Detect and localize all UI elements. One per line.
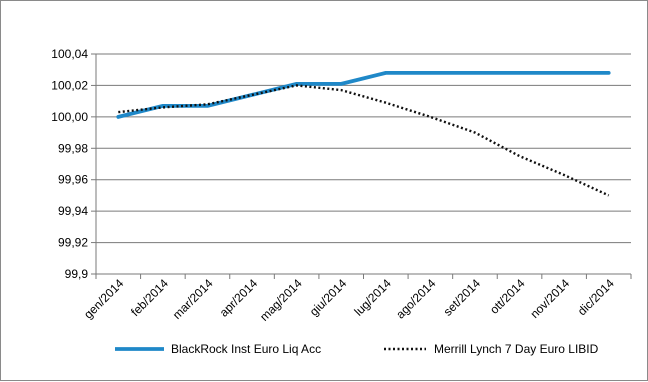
- data-point: [519, 155, 521, 157]
- x-tick-label: mar/2014: [170, 276, 216, 322]
- y-tick-label: 99,9: [65, 267, 89, 281]
- series-line-2: [118, 84, 610, 197]
- data-point: [430, 72, 432, 74]
- x-tick-label: feb/2014: [128, 276, 171, 319]
- data-point: [474, 72, 476, 74]
- x-tick-label: ott/2014: [487, 276, 528, 317]
- data-point: [340, 89, 342, 91]
- x-tick-label: mag/2014: [257, 276, 305, 324]
- series-line-1: [116, 71, 611, 119]
- y-tick-label: 100,04: [51, 47, 88, 61]
- x-tick-label: apr/2014: [217, 276, 261, 320]
- axes: [91, 53, 632, 279]
- y-tick-label: 99,92: [58, 236, 88, 250]
- data-point: [207, 103, 209, 105]
- data-point: [608, 72, 610, 74]
- data-point: [474, 132, 476, 134]
- data-point: [117, 111, 119, 113]
- legend-label: Merrill Lynch 7 Day Euro LIBID: [434, 342, 599, 356]
- x-tick-label: set/2014: [441, 276, 484, 319]
- y-tick-label: 99,98: [58, 141, 88, 155]
- data-point: [385, 72, 387, 74]
- data-point: [340, 83, 342, 85]
- data-point: [385, 102, 387, 104]
- data-point: [117, 116, 119, 118]
- x-tick-label: giu/2014: [307, 276, 350, 319]
- x-tick-label: dic/2014: [575, 276, 617, 318]
- gridlines: [96, 53, 631, 244]
- x-tick-label: ago/2014: [393, 276, 439, 322]
- y-tick-label: 100,00: [51, 110, 88, 124]
- x-tick-label: lug/2014: [351, 276, 394, 319]
- y-tick-label: 100,02: [51, 78, 88, 92]
- series-lines: [116, 71, 611, 197]
- y-tick-label: 99,96: [58, 173, 88, 187]
- y-tick-label: 99,94: [58, 204, 88, 218]
- data-point: [296, 85, 298, 87]
- legend: BlackRock Inst Euro Liq Acc Merrill Lynch…: [115, 342, 599, 356]
- data-point: [608, 195, 610, 197]
- y-axis-tick-labels: 99,9 99,92 99,94 99,96 99,98 100,00 100,02 100,…: [51, 47, 88, 281]
- data-point: [563, 174, 565, 176]
- x-tick-label: nov/2014: [527, 276, 572, 321]
- data-point: [519, 72, 521, 74]
- data-point: [207, 105, 209, 107]
- legend-label: BlackRock Inst Euro Liq Acc: [171, 342, 321, 356]
- data-point: [162, 107, 164, 109]
- x-tick-label: gen/2014: [81, 276, 127, 322]
- data-point: [251, 94, 253, 96]
- data-point: [563, 72, 565, 74]
- data-point: [430, 116, 432, 118]
